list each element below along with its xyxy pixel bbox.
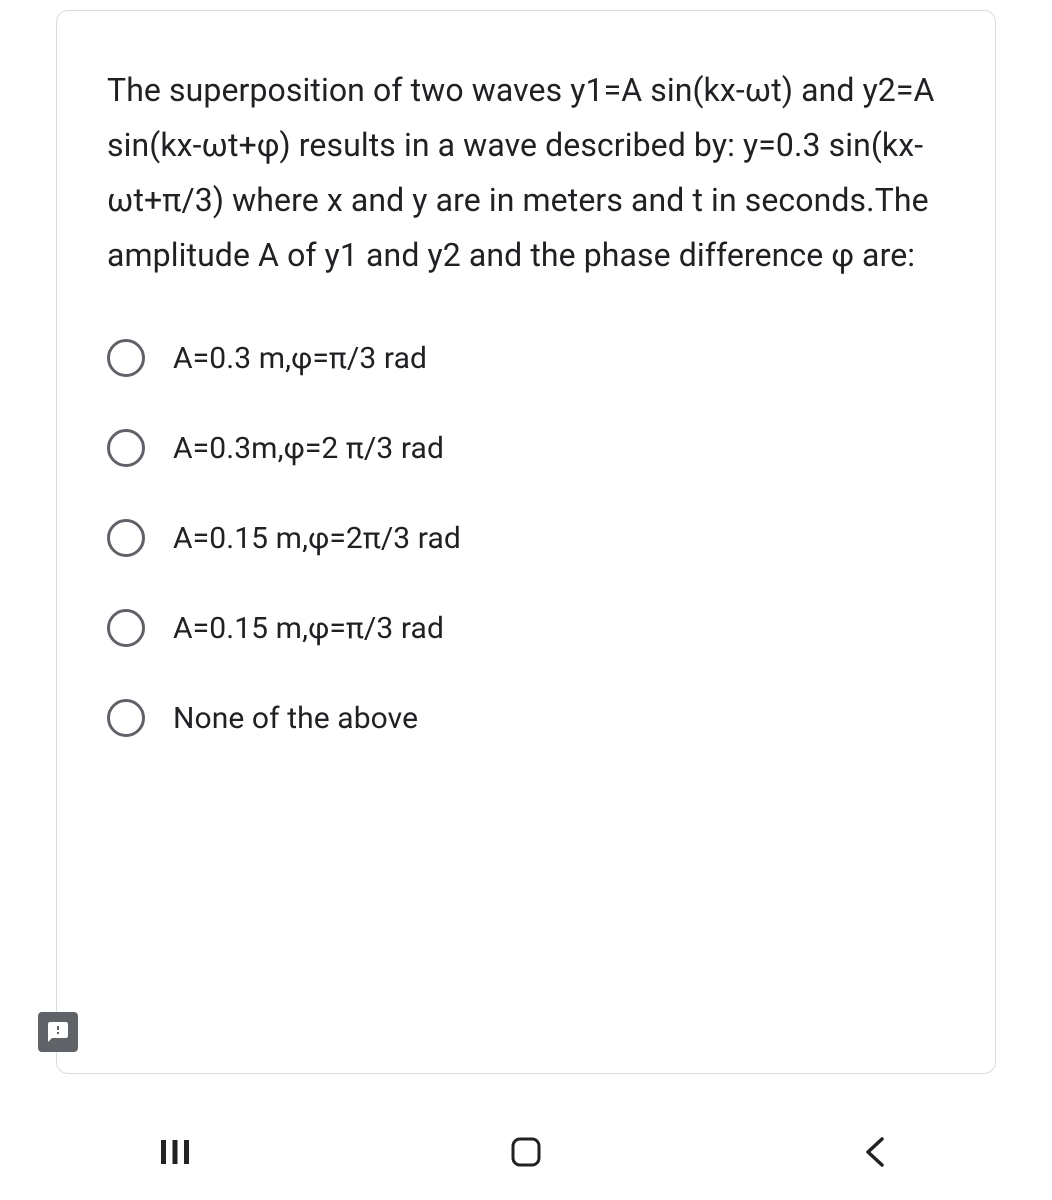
option-2[interactable]: A=0.3m,φ=2 π/3 rad [107, 429, 945, 467]
option-label: A=0.15 m,φ=2π/3 rad [173, 521, 461, 556]
radio-icon[interactable] [107, 609, 145, 647]
option-5[interactable]: None of the above [107, 699, 945, 737]
option-4[interactable]: A=0.15 m,φ=π/3 rad [107, 609, 945, 647]
radio-icon[interactable] [107, 339, 145, 377]
back-icon [860, 1135, 894, 1169]
option-3[interactable]: A=0.15 m,φ=2π/3 rad [107, 519, 945, 557]
alert-speech-icon [46, 1020, 70, 1044]
radio-icon[interactable] [107, 699, 145, 737]
feedback-button[interactable] [38, 1012, 78, 1052]
nav-back[interactable] [777, 1135, 977, 1169]
option-label: None of the above [173, 701, 418, 736]
question-text: The superposition of two waves y1=A sin(… [107, 63, 945, 283]
options-group: A=0.3 m,φ=π/3 rad A=0.3m,φ=2 π/3 rad A=0… [107, 339, 945, 737]
radio-icon[interactable] [107, 519, 145, 557]
option-label: A=0.3 m,φ=π/3 rad [173, 341, 427, 376]
option-label: A=0.15 m,φ=π/3 rad [173, 611, 444, 646]
recents-icon [157, 1134, 193, 1170]
nav-home[interactable] [426, 1135, 626, 1169]
option-label: A=0.3m,φ=2 π/3 rad [173, 431, 444, 466]
home-icon [509, 1135, 543, 1169]
radio-icon[interactable] [107, 429, 145, 467]
question-card: The superposition of two waves y1=A sin(… [56, 10, 996, 1074]
android-navbar [0, 1104, 1052, 1200]
option-1[interactable]: A=0.3 m,φ=π/3 rad [107, 339, 945, 377]
nav-recents[interactable] [75, 1134, 275, 1170]
